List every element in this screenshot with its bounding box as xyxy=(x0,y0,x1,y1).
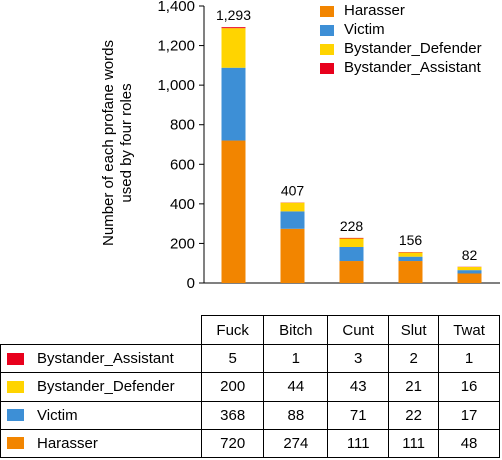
table-row-bystander-assistant: Bystander_Assistant 5 1 3 2 1 xyxy=(0,343,500,374)
table-cell-victim-bitch: 88 xyxy=(263,400,329,430)
table-cell-bystander-defender-fuck: 200 xyxy=(200,372,265,402)
legend-swatch xyxy=(320,25,334,36)
table-row-swatch xyxy=(7,437,24,450)
table-row-victim: Victim 368 88 71 22 17 xyxy=(0,400,500,430)
table-row-bystander-defender: Bystander_Defender 200 44 43 21 16 xyxy=(0,372,500,402)
table-cell-bystander-defender-bitch: 44 xyxy=(263,372,329,402)
bar-bitch-victim xyxy=(280,211,305,229)
table-cell-bystander-defender-cunt: 43 xyxy=(327,372,390,402)
legend-swatch xyxy=(320,63,334,74)
table-cell-bystander-defender-slut: 21 xyxy=(388,372,440,402)
table-cell-bystander-assistant-twat: 1 xyxy=(438,343,500,374)
table-row-swatch xyxy=(7,409,24,422)
total-label-cunt: 228 xyxy=(340,218,364,234)
table-header-slut: Slut xyxy=(388,315,440,345)
bar-cunt-victim xyxy=(339,246,364,262)
table-cell-harasser-slut: 111 xyxy=(388,428,440,459)
total-label-slut: 156 xyxy=(399,232,423,248)
total-label-bitch: 407 xyxy=(281,182,305,198)
y-tick-label: 600 xyxy=(170,156,195,173)
table-cell-harasser-bitch: 274 xyxy=(263,428,329,459)
table-cell-harasser-fuck: 720 xyxy=(200,428,265,459)
table-cell-victim-cunt: 71 xyxy=(327,400,390,430)
bar-slut-victim xyxy=(398,256,423,262)
table-row-label: Victim xyxy=(37,406,78,424)
table-cell-harasser-twat: 48 xyxy=(438,428,500,459)
bar-cunt-harasser xyxy=(339,261,364,283)
table-cell-bystander-assistant-fuck: 5 xyxy=(200,343,265,374)
table-header-fuck: Fuck xyxy=(200,315,265,345)
table-cell-victim-fuck: 368 xyxy=(200,400,265,430)
table-header-cunt: Cunt xyxy=(327,315,390,345)
y-tick-label: 200 xyxy=(170,235,195,252)
y-tick-label: 800 xyxy=(170,117,195,134)
table-row-header: Bystander_Assistant xyxy=(0,343,202,374)
table-cell-bystander-defender-twat: 16 xyxy=(438,372,500,402)
y-axis-label: Number of each profane wordsused by four… xyxy=(100,40,135,246)
bar-fuck-harasser xyxy=(221,140,246,283)
y-tick-label: 1,400 xyxy=(157,0,195,15)
table-row-label: Bystander_Assistant xyxy=(37,350,174,368)
table-header-row: Fuck Bitch Cunt Slut Twat xyxy=(0,315,500,345)
bar-bitch-bystander-defender xyxy=(280,202,305,212)
table-cell-bystander-assistant-bitch: 1 xyxy=(263,343,329,374)
table-row-header: Bystander_Defender xyxy=(0,372,202,402)
y-axis-title-line: used by four roles xyxy=(118,83,135,202)
table-row-swatch xyxy=(7,352,24,365)
legend-label: Bystander_Defender xyxy=(344,40,482,57)
bar-fuck-victim xyxy=(221,67,246,141)
bar-fuck-bystander-assistant xyxy=(221,27,246,29)
total-labels: 1,293 407 228 156 82 xyxy=(216,7,478,263)
table-body: Bystander_Assistant 5 1 3 2 1 Bystander_Defend… xyxy=(0,343,500,459)
bar-fuck-bystander-defender xyxy=(221,28,246,68)
legend-swatch xyxy=(320,44,334,55)
bars xyxy=(221,27,482,283)
table-row-header: Victim xyxy=(0,400,202,430)
y-axis-title-line: Number of each profane words xyxy=(100,40,117,246)
table-row-header-content: Bystander_Defender xyxy=(1,378,201,395)
table-row-header-content: Harasser xyxy=(1,435,201,452)
table-row-label: Harasser xyxy=(37,434,98,452)
y-axis-title: Number of each profane wordsused by four… xyxy=(100,40,135,246)
table-row-harasser: Harasser 720 274 111 111 48 xyxy=(0,428,500,459)
legend-label: Victim xyxy=(344,21,385,38)
stacked-bar-chart: Number of each profane wordsused by four… xyxy=(100,0,500,292)
table-row-header-content: Victim xyxy=(1,407,201,424)
table-corner xyxy=(0,315,202,345)
y-tick-label: 0 xyxy=(187,275,195,292)
bar-slut-bystander-defender xyxy=(398,252,423,257)
table-row-header-content: Bystander_Assistant xyxy=(1,350,201,367)
total-label-twat: 82 xyxy=(462,247,478,263)
y-axis: 0 200 400 600 800 1,000 1,200 1,400 xyxy=(157,0,500,292)
table-row-label: Bystander_Defender xyxy=(37,378,175,396)
table-row-header: Harasser xyxy=(0,428,202,459)
table-row-swatch xyxy=(7,380,24,393)
bar-bitch-harasser xyxy=(280,228,305,283)
table-header-bitch: Bitch xyxy=(263,315,329,345)
total-label-fuck: 1,293 xyxy=(216,7,251,23)
table-cell-victim-slut: 22 xyxy=(388,400,440,430)
y-tick-label: 400 xyxy=(170,196,195,213)
table-cell-harasser-cunt: 111 xyxy=(327,428,390,459)
bar-twat-bystander-defender xyxy=(457,266,482,271)
bar-cunt-bystander-assistant xyxy=(339,237,364,239)
bar-cunt-bystander-defender xyxy=(339,238,364,247)
bar-slut-harasser xyxy=(398,261,423,283)
legend-label: Bystander_Assistant xyxy=(344,59,481,76)
table-cell-bystander-assistant-slut: 2 xyxy=(388,343,440,374)
table-header-twat: Twat xyxy=(438,315,500,345)
legend-label: Harasser xyxy=(344,2,405,19)
bar-twat-harasser xyxy=(457,273,482,283)
y-tick-label: 1,200 xyxy=(157,38,195,55)
legend-swatch xyxy=(320,6,334,17)
table-cell-bystander-assistant-cunt: 3 xyxy=(327,343,390,374)
y-tick-label: 1,000 xyxy=(157,77,195,94)
table-cell-victim-twat: 17 xyxy=(438,400,500,430)
bar-twat-victim xyxy=(457,270,482,274)
data-table: Fuck Bitch Cunt Slut Twat Bystander_Assistan… xyxy=(0,315,500,459)
